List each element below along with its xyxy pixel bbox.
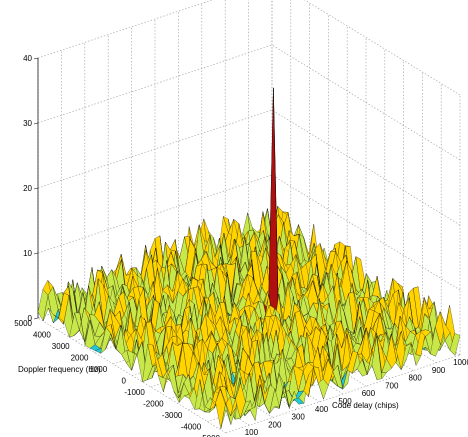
z-tick-label: 0 [28, 314, 33, 323]
y-tick-label: 5000 [14, 319, 32, 328]
z-tick-label: 10 [23, 249, 32, 258]
z-tick-mark [33, 252, 39, 255]
y-tick-label: 1000 [89, 365, 107, 374]
grid-line [271, 109, 461, 226]
ticks-layer: 0102030400100200300400500600700800900100… [14, 54, 468, 437]
x-tick-label: 800 [409, 374, 423, 383]
grid-line [271, 44, 461, 161]
x-tick-label: 1000 [453, 358, 468, 367]
z-tick-mark [33, 187, 39, 190]
x-axis-label: Code delay (chips) [332, 401, 399, 410]
x-tick-label: 400 [315, 405, 329, 414]
x-tick-label: 200 [268, 420, 282, 429]
x-tick-label: 700 [385, 381, 399, 390]
x-tick-label: 100 [245, 428, 259, 437]
z-tick-label: 20 [23, 184, 32, 193]
y-tick-label: -4000 [181, 423, 202, 432]
grid-line [225, 354, 461, 434]
y-tick-label: 0 [122, 377, 127, 386]
y-tick-label: 2000 [71, 354, 89, 363]
surface-layer [37, 87, 461, 429]
x-tick-label: 900 [432, 366, 446, 375]
grid-line [37, 109, 273, 189]
y-tick-label: -5000 [200, 434, 221, 437]
grid-line [37, 174, 273, 254]
grid-line [271, 174, 461, 291]
y-tick-label: -2000 [143, 400, 164, 409]
z-tick-mark [33, 57, 39, 60]
z-tick-mark [33, 317, 39, 320]
z-tick-label: 40 [23, 54, 32, 63]
x-tick-label: 300 [292, 413, 306, 422]
grid-line [37, 44, 273, 124]
y-tick-label: 4000 [33, 331, 51, 340]
grid-line [37, 0, 213, 59]
surface-patch [449, 333, 461, 356]
z-tick-mark [33, 122, 39, 125]
x-tick-label: 500 [338, 397, 352, 406]
y-tick-label: -3000 [162, 411, 183, 420]
z-tick-label: 30 [23, 119, 32, 128]
grid-line [304, 0, 461, 96]
surface-patch [268, 87, 279, 328]
x-tick-label: 600 [362, 389, 376, 398]
y-tick-label: 3000 [52, 342, 70, 351]
y-tick-label: -1000 [124, 388, 145, 397]
y-axis-label: Doppler frequency (Hz) [18, 365, 101, 374]
